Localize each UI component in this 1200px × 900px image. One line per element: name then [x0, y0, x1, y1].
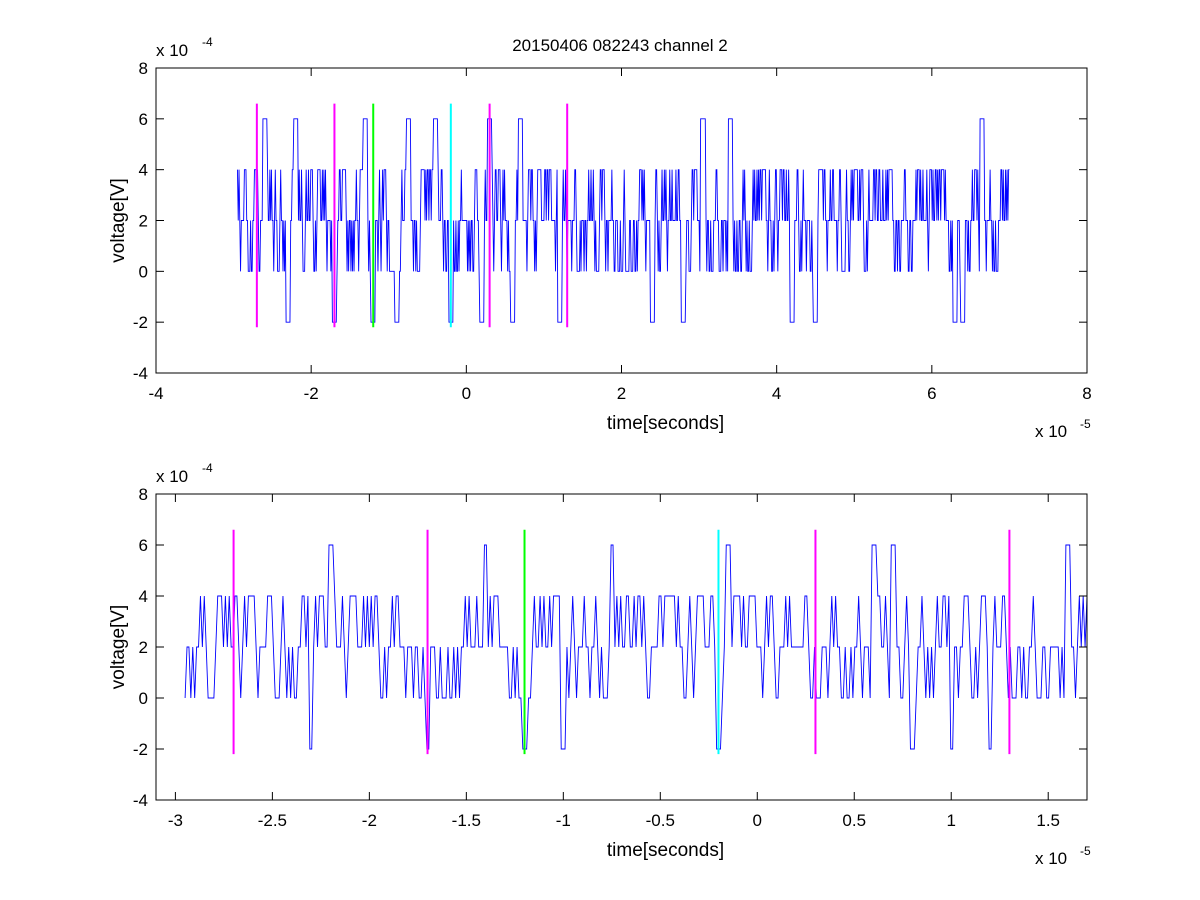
x-tick-label: -3	[168, 811, 183, 830]
x-exponent-power: -5	[1080, 844, 1091, 858]
y-tick-label: -2	[133, 740, 148, 759]
y-tick-label: 8	[139, 485, 148, 504]
bottom-panel: -3 -2.5 -2 -1.5 -1 -0.5 0 0.5 1 1.5 -4 -2 0 2 4 6 8 time[…	[108, 461, 1091, 868]
chart-title: 20150406 082243 channel 2	[512, 36, 728, 55]
signal-trace	[237, 118, 1010, 323]
y-tick-label: -4	[133, 364, 148, 383]
y-tick-label: 0	[139, 689, 148, 708]
y-exponent-label: x 10	[156, 41, 188, 60]
x-tick-label: 6	[927, 384, 936, 403]
x-tick-label: 1	[946, 811, 955, 830]
x-tick-label: 0	[753, 811, 762, 830]
x-tick-label: -0.5	[646, 811, 675, 830]
y-tick-label: 4	[139, 161, 148, 180]
x-exponent-label: x 10	[1035, 422, 1067, 441]
x-axis-label: time[seconds]	[607, 413, 724, 434]
y-tick-label: 6	[139, 110, 148, 129]
y-axis-label: voltage[V]	[108, 178, 129, 263]
y-exponent-label: x 10	[156, 467, 188, 486]
y-axis-label: voltage[V]	[108, 605, 129, 690]
x-exponent-power: -5	[1080, 417, 1091, 431]
y-tick-label: 0	[139, 262, 148, 281]
x-tick-label: -2.5	[258, 811, 287, 830]
y-tick-label: 6	[139, 536, 148, 555]
x-tick-label: 8	[1082, 384, 1091, 403]
x-tick-label: 4	[772, 384, 781, 403]
signal-trace	[184, 544, 1087, 750]
y-tick-label: 2	[139, 638, 148, 657]
x-axis-label: time[seconds]	[607, 840, 724, 861]
y-exponent-power: -4	[202, 461, 213, 475]
y-tick-label: -4	[133, 791, 148, 810]
x-tick-label: 1.5	[1036, 811, 1060, 830]
x-tick-label: -1.5	[452, 811, 481, 830]
x-tick-label: 0	[462, 384, 471, 403]
x-tick-label: -2	[362, 811, 377, 830]
x-tick-label: 0.5	[842, 811, 866, 830]
top-panel: -4 -2 0 2 4 6 8 -4 -2 0 2 4 6 8 time[seconds] voltage[V…	[108, 35, 1092, 441]
y-tick-label: 4	[139, 587, 148, 606]
x-tick-label: -1	[556, 811, 571, 830]
y-tick-label: -2	[133, 313, 148, 332]
x-tick-label: 2	[617, 384, 626, 403]
y-tick-label: 8	[139, 59, 148, 78]
y-tick-label: 2	[139, 212, 148, 231]
x-tick-label: -2	[304, 384, 319, 403]
y-exponent-power: -4	[202, 35, 213, 49]
x-exponent-label: x 10	[1035, 849, 1067, 868]
x-tick-label: -4	[148, 384, 163, 403]
